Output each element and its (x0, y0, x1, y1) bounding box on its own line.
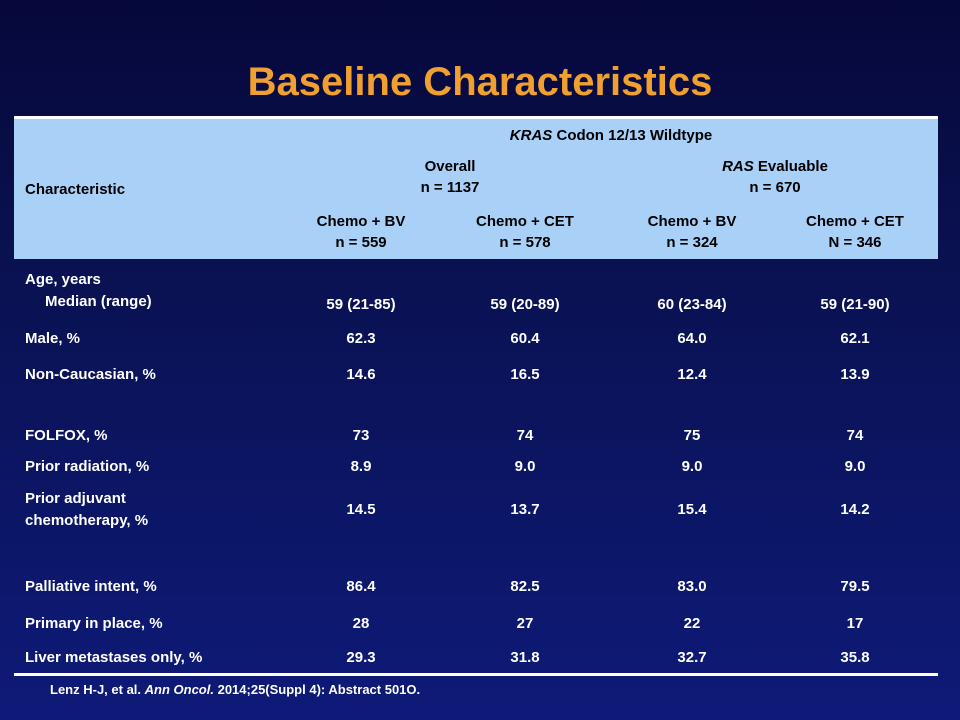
table-cell: 12.4 (677, 366, 707, 383)
table-cell: 14.5 (346, 501, 376, 518)
table-cell: 14.6 (346, 366, 376, 383)
table-cell: 86.4 (346, 578, 376, 595)
row-label-non-caucasian: Non-Caucasian, % (25, 366, 156, 383)
table-cell: 17 (846, 615, 864, 632)
row-label-prior-radiation: Prior radiation, % (25, 458, 150, 475)
column-name: Chemo + CET (476, 213, 574, 230)
table-cell: 59 (21-90) (820, 296, 890, 313)
column-name: Chemo + BV (316, 213, 406, 230)
table-cell: 82.5 (510, 578, 540, 595)
table-cell: 64.0 (677, 330, 707, 347)
row-label-palliative-intent: Palliative intent, % (25, 578, 157, 595)
table-cell: 59 (21-85) (326, 296, 396, 313)
column-n: N = 346 (828, 234, 882, 251)
row-label-line2: Median (range) (45, 293, 152, 310)
table-cell: 14.2 (840, 501, 870, 518)
row-label-line1: Age, years (25, 271, 101, 288)
table-cell: 83.0 (677, 578, 707, 595)
header-group-title: KRAS Codon 12/13 Wildtype (286, 125, 936, 146)
table-cell: 28 (352, 615, 370, 632)
table-cell: 59 (20-89) (490, 296, 560, 313)
table-cell: 15.4 (677, 501, 707, 518)
table-cell: 32.7 (677, 649, 707, 666)
table-cell: 60.4 (510, 330, 540, 347)
reference-journal: Ann Oncol. (144, 682, 214, 697)
column-name: Chemo + BV (647, 213, 737, 230)
column-n: n = 559 (335, 234, 387, 251)
header-ras: RAS Evaluable n = 670 (625, 156, 925, 198)
table-cell: 74 (516, 427, 534, 444)
column-n: n = 324 (666, 234, 718, 251)
header-ras-suffix: Evaluable (753, 158, 828, 175)
column-header-3: Chemo + BV n = 324 (617, 211, 767, 253)
table-cell: 73 (352, 427, 370, 444)
table-cell: 60 (23-84) (657, 296, 727, 313)
header-overall-label: Overall (424, 158, 476, 175)
table-cell: 8.9 (350, 458, 372, 475)
table-cell: 62.1 (840, 330, 870, 347)
table-cell: 29.3 (346, 649, 376, 666)
row-label-liver-metastases: Liver metastases only, % (25, 649, 203, 666)
column-header-4: Chemo + CET N = 346 (780, 211, 930, 253)
table-cell: 79.5 (840, 578, 870, 595)
row-label-line2: chemotherapy, % (25, 512, 149, 529)
header-overall-n: n = 1137 (420, 179, 480, 196)
table-cell: 27 (516, 615, 534, 632)
header-group-gene: KRAS (509, 127, 553, 144)
header-ras-n: n = 670 (749, 179, 801, 196)
header-characteristic: Characteristic (25, 181, 126, 198)
reference-details: 2014;25(Suppl 4): Abstract 501O. (213, 682, 421, 697)
table-cell: 31.8 (510, 649, 540, 666)
reference-citation: Lenz H-J, et al. Ann Oncol. 2014;25(Supp… (50, 682, 420, 697)
table-cell: 62.3 (346, 330, 376, 347)
table-cell: 16.5 (510, 366, 540, 383)
table-cell: 9.0 (844, 458, 866, 475)
row-label-primary-in-place: Primary in place, % (25, 615, 163, 632)
header-group-suffix: Codon 12/13 Wildtype (552, 127, 713, 144)
table-cell: 74 (846, 427, 864, 444)
table-top-rule (14, 116, 938, 119)
column-header-1: Chemo + BV n = 559 (286, 211, 436, 253)
reference-authors: Lenz H-J, et al. (50, 682, 145, 697)
table-cell: 9.0 (681, 458, 703, 475)
column-n: n = 578 (499, 234, 551, 251)
table-bottom-rule (14, 673, 938, 676)
header-ras-label: RAS Evaluable (625, 156, 925, 177)
table-cell: 22 (683, 615, 701, 632)
row-label-male: Male, % (25, 330, 81, 347)
column-header-2: Chemo + CET n = 578 (450, 211, 600, 253)
table-cell: 13.9 (840, 366, 870, 383)
table-cell: 75 (683, 427, 701, 444)
header-overall: Overall n = 1137 (300, 156, 600, 198)
column-name: Chemo + CET (806, 213, 904, 230)
table-cell: 9.0 (514, 458, 536, 475)
row-label-prior-adjuvant: Prior adjuvant chemotherapy, % (25, 488, 148, 532)
table-cell: 13.7 (510, 501, 540, 518)
row-label-age: Age, years Median (range) (25, 269, 152, 313)
table-cell: 35.8 (840, 649, 870, 666)
table-header (14, 119, 938, 259)
header-ras-gene: RAS (722, 158, 754, 175)
row-label-folfox: FOLFOX, % (25, 427, 108, 444)
slide-title: Baseline Characteristics (247, 60, 713, 104)
row-label-line1: Prior adjuvant (25, 490, 126, 507)
